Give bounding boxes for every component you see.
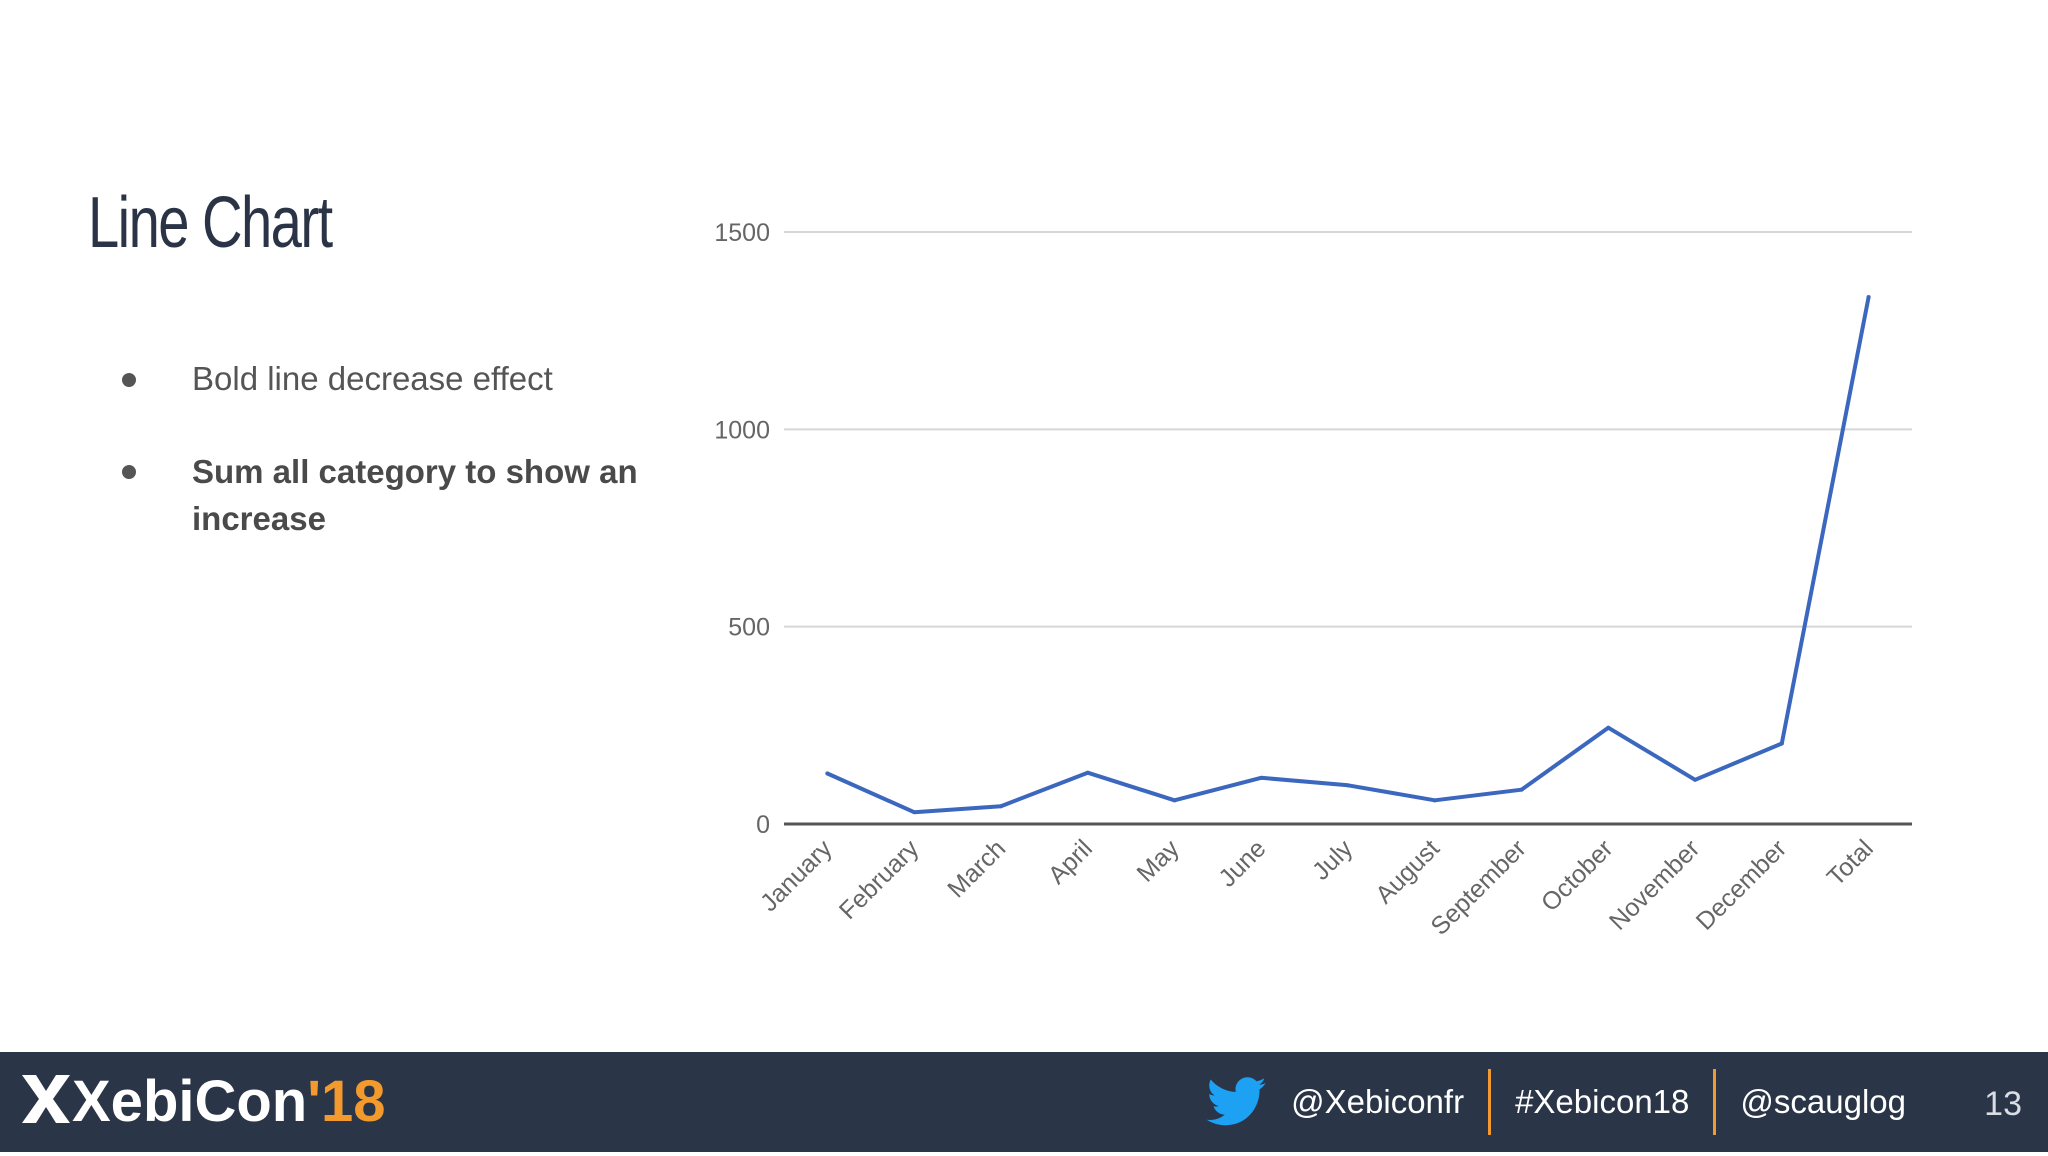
series-line bbox=[825, 295, 1871, 815]
x-tick-label: November bbox=[1604, 834, 1705, 935]
x-tick-label: January bbox=[755, 834, 838, 917]
data-point bbox=[1866, 295, 1871, 300]
bullet-text: Bold line decrease effect bbox=[192, 360, 553, 397]
x-tick-label: Total bbox=[1822, 834, 1879, 891]
xebicon-logo: XebiCon'18 bbox=[20, 1070, 386, 1134]
page-number: 13 bbox=[1984, 1085, 2022, 1123]
twitter-bird-icon bbox=[1207, 1077, 1267, 1126]
footer-bar: XebiCon'18 @Xebiconfr #Xebicon18 @scaugl… bbox=[0, 1052, 2048, 1152]
x-tick-label: December bbox=[1691, 834, 1792, 935]
bullet-item: Sum all category to show an increase bbox=[118, 448, 638, 542]
data-point bbox=[1346, 783, 1350, 788]
data-point bbox=[1085, 770, 1090, 775]
x-tick-label: May bbox=[1132, 834, 1186, 888]
bullet-item: Bold line decrease effect bbox=[118, 356, 638, 402]
data-point bbox=[912, 810, 917, 815]
separator bbox=[1488, 1069, 1492, 1135]
social-handles: @Xebiconfr #Xebicon18 @scauglog bbox=[1207, 1052, 1930, 1152]
x-logo-icon bbox=[22, 1075, 70, 1123]
y-tick-label: 0 bbox=[756, 811, 770, 839]
y-tick-label: 1000 bbox=[714, 416, 770, 444]
brand-year: '18 bbox=[307, 1069, 386, 1134]
speaker-handle[interactable]: @scauglog bbox=[1740, 1083, 1906, 1120]
y-tick-label: 500 bbox=[728, 614, 770, 642]
data-point bbox=[825, 771, 830, 776]
separator bbox=[1713, 1069, 1717, 1135]
x-tick-label: October bbox=[1536, 834, 1619, 917]
slide-title: Line Chart bbox=[88, 183, 333, 263]
x-tick-label: August bbox=[1370, 834, 1445, 909]
x-tick-label: April bbox=[1043, 834, 1098, 889]
data-point bbox=[1519, 787, 1524, 792]
data-point bbox=[1432, 798, 1437, 803]
x-tick-label: September bbox=[1426, 834, 1532, 940]
y-tick-label: 1500 bbox=[714, 219, 770, 247]
bullet-dot-icon bbox=[122, 373, 136, 387]
data-point bbox=[1693, 777, 1698, 782]
bullet-dot-icon bbox=[122, 465, 136, 479]
bullet-text: Sum all category to show an increase bbox=[192, 453, 638, 537]
hashtag[interactable]: #Xebicon18 bbox=[1515, 1083, 1690, 1120]
x-tick-label: February bbox=[834, 834, 925, 925]
data-point bbox=[998, 804, 1003, 809]
data-point bbox=[1779, 741, 1784, 746]
twitter-handle[interactable]: @Xebiconfr bbox=[1291, 1083, 1465, 1120]
x-tick-label: March bbox=[942, 834, 1011, 903]
x-tick-label: July bbox=[1307, 834, 1359, 886]
data-point bbox=[1259, 775, 1264, 780]
brand-text: XebiCon bbox=[72, 1069, 308, 1134]
bullet-list: Bold line decrease effect Sum all catego… bbox=[118, 356, 638, 542]
data-point bbox=[1606, 725, 1611, 730]
x-tick-label: June bbox=[1213, 834, 1271, 892]
data-point bbox=[1172, 798, 1177, 803]
